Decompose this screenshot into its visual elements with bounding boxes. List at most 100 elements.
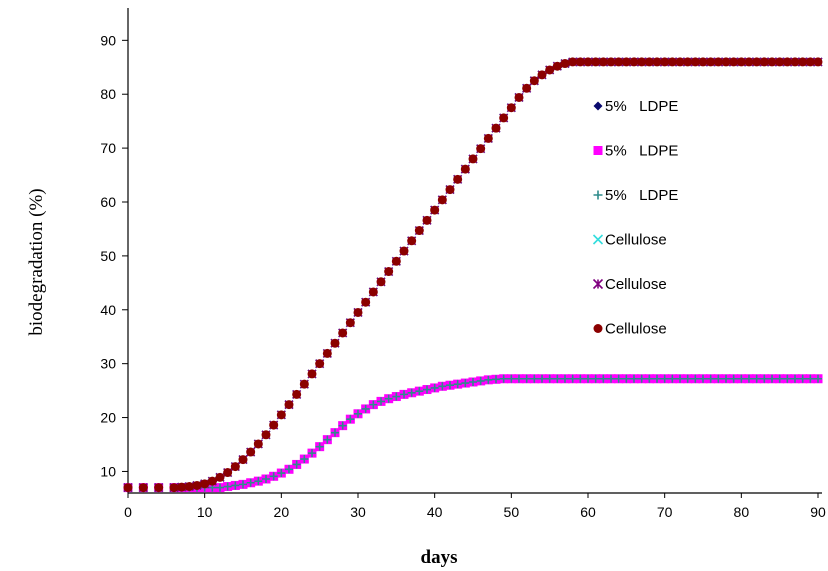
- legend-marker: [593, 146, 603, 155]
- x-tick-label: 60: [580, 504, 596, 520]
- data-point: [369, 400, 378, 409]
- x-tick-label: 50: [504, 504, 520, 520]
- data-point: [660, 57, 670, 67]
- data-point: [675, 57, 685, 67]
- data-point: [729, 57, 739, 67]
- data-point: [461, 379, 470, 388]
- data-point: [568, 57, 578, 67]
- data-point: [775, 57, 785, 67]
- data-point: [599, 374, 608, 383]
- data-point: [668, 374, 677, 383]
- data-point: [553, 374, 562, 383]
- y-tick-label: 60: [100, 194, 116, 210]
- data-point: [215, 472, 225, 482]
- data-point: [698, 57, 708, 67]
- x-tick-label: 20: [274, 504, 290, 520]
- data-point: [368, 287, 378, 297]
- y-axis-title: biodegradation (%): [26, 188, 47, 335]
- data-point: [423, 385, 431, 394]
- data-point: [445, 185, 455, 195]
- data-point: [246, 447, 256, 457]
- data-point: [537, 70, 547, 80]
- data-point: [560, 59, 570, 69]
- data-point: [238, 455, 248, 465]
- data-point: [598, 57, 608, 67]
- data-point: [262, 474, 270, 483]
- legend-marker: [592, 278, 604, 290]
- data-point: [207, 476, 217, 486]
- y-tick-label: 40: [100, 302, 116, 318]
- data-point: [653, 374, 661, 383]
- data-point: [345, 318, 355, 328]
- data-point: [285, 465, 293, 474]
- data-point: [614, 374, 623, 383]
- x-tick-label: 70: [657, 504, 673, 520]
- data-point: [361, 297, 371, 307]
- data-point: [621, 57, 631, 67]
- legend-item: Cellulose: [592, 232, 667, 249]
- data-point: [184, 482, 194, 492]
- y-tick-label: 30: [100, 356, 116, 372]
- data-point: [630, 374, 638, 383]
- data-point: [407, 388, 416, 397]
- data-point: [460, 164, 470, 174]
- data-point: [744, 57, 754, 67]
- data-point: [276, 410, 286, 420]
- data-point: [713, 57, 723, 67]
- data-point: [614, 57, 624, 67]
- data-point: [507, 374, 516, 383]
- data-point: [552, 61, 562, 71]
- x-tick-label: 0: [124, 504, 132, 520]
- data-point: [576, 374, 585, 383]
- data-point: [767, 57, 777, 67]
- data-point: [515, 374, 523, 383]
- data-point: [706, 57, 716, 67]
- data-point: [299, 379, 309, 389]
- data-point: [729, 374, 738, 383]
- data-point: [300, 455, 309, 464]
- data-point: [407, 236, 417, 246]
- data-point: [399, 246, 409, 256]
- y-ticks: 10 20 30 40 50 60 70 80 90: [100, 32, 128, 479]
- data-point: [652, 57, 662, 67]
- data-point: [676, 374, 684, 383]
- series-5: [123, 57, 823, 493]
- data-point: [453, 174, 463, 184]
- data-point: [791, 374, 799, 383]
- data-point: [721, 57, 731, 67]
- data-point: [453, 380, 462, 389]
- data-point: [468, 154, 478, 164]
- data-point: [522, 374, 531, 383]
- data-point: [414, 226, 424, 236]
- legend-label: Cellulose: [605, 276, 667, 293]
- data-point: [506, 103, 516, 113]
- data-point: [315, 359, 325, 369]
- data-point: [637, 374, 646, 383]
- data-point: [768, 374, 776, 383]
- data-point: [499, 374, 508, 383]
- data-point: [330, 338, 340, 348]
- data-point: [269, 420, 279, 430]
- data-point: [568, 374, 577, 383]
- data-point: [292, 460, 301, 469]
- data-point: [192, 480, 202, 490]
- data-point: [476, 376, 485, 385]
- data-point: [644, 57, 654, 67]
- data-point: [691, 374, 700, 383]
- data-point: [798, 57, 808, 67]
- y-tick-label: 10: [100, 463, 116, 479]
- legend-label: 5% LDPE: [605, 143, 678, 160]
- data-point: [400, 390, 408, 399]
- data-point: [737, 374, 746, 383]
- data-point: [169, 483, 179, 493]
- data-point: [683, 374, 692, 383]
- legend-label: Cellulose: [605, 321, 667, 338]
- data-point: [499, 113, 509, 123]
- data-point: [422, 215, 432, 225]
- data-point: [323, 435, 332, 444]
- y-tick-label: 80: [100, 86, 116, 102]
- data-point: [483, 133, 493, 143]
- data-point: [798, 374, 807, 383]
- data-point: [391, 256, 401, 266]
- data-point: [353, 307, 363, 317]
